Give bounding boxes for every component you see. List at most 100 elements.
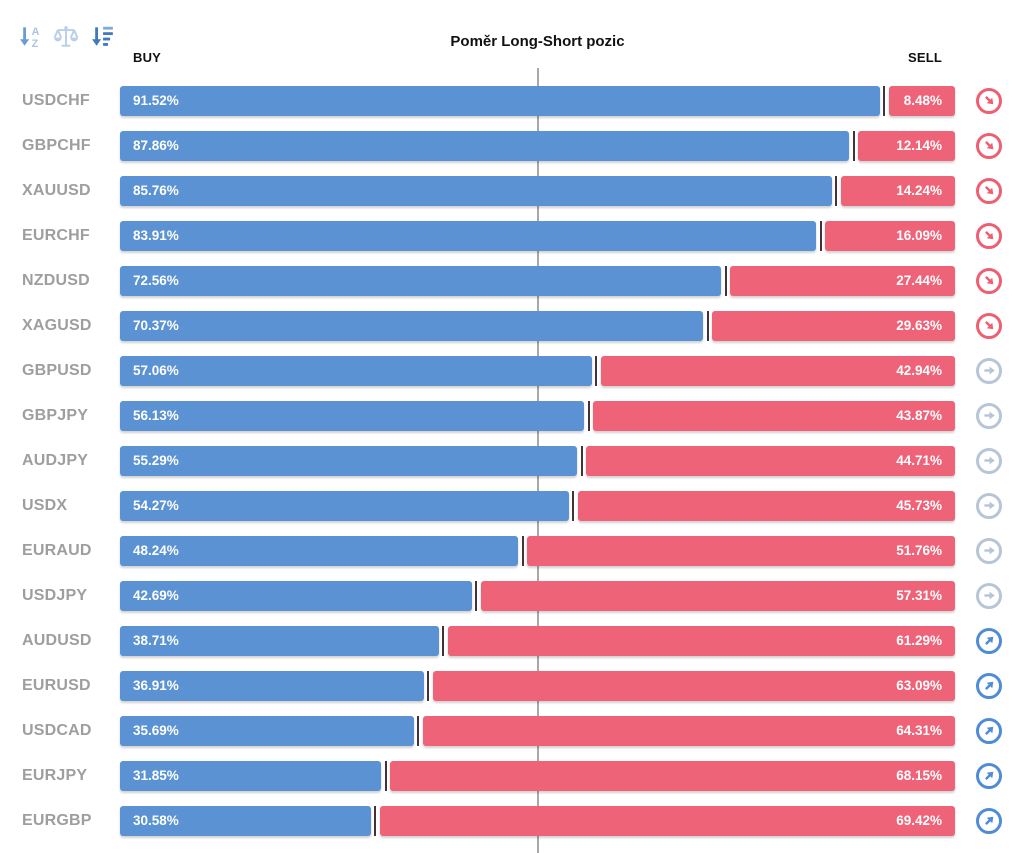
- bar-divider-line: [724, 265, 727, 296]
- sell-percent-value: 63.09%: [896, 678, 942, 693]
- sell-bar: 29.63%: [712, 310, 955, 341]
- buy-bar: 48.24%: [120, 535, 519, 566]
- buy-bar: 57.06%: [120, 355, 592, 386]
- buy-percent-value: 48.24%: [133, 543, 179, 558]
- sell-percent-value: 12.14%: [896, 138, 942, 153]
- pair-label: EURCHF: [22, 226, 90, 244]
- sell-percent-value: 51.76%: [896, 543, 942, 558]
- buy-percent-value: 42.69%: [133, 588, 179, 603]
- chart-body: USDCHF 91.52% 8.48% GBPCHF 8: [0, 68, 1023, 853]
- pair-label: EURUSD: [22, 676, 91, 694]
- trend-indicator-cell: [955, 177, 1023, 204]
- trend-indicator-cell: [955, 717, 1023, 744]
- buy-bar: 31.85%: [120, 760, 382, 791]
- pair-label: USDCHF: [22, 91, 90, 109]
- trend-indicator-cell: [955, 87, 1023, 114]
- pair-label: EURGBP: [22, 811, 92, 829]
- buy-percent-value: 56.13%: [133, 408, 179, 423]
- sell-percent-value: 69.42%: [896, 813, 942, 828]
- trend-indicator-cell: [955, 357, 1023, 384]
- buy-bar: 35.69%: [120, 715, 414, 746]
- bar-divider: [584, 400, 593, 431]
- sell-bar: 12.14%: [858, 130, 955, 161]
- ratio-bar-track: 56.13% 43.87%: [120, 400, 955, 431]
- ratio-bar-track: 31.85% 68.15%: [120, 760, 955, 791]
- ratio-bar-track: 30.58% 69.42%: [120, 805, 955, 836]
- ratio-bar-track: 70.37% 29.63%: [120, 310, 955, 341]
- bar-divider: [816, 220, 825, 251]
- buy-percent-value: 70.37%: [133, 318, 179, 333]
- bar-divider: [414, 715, 423, 746]
- trend-arrow-icon: [976, 267, 1002, 294]
- sell-bar: 8.48%: [888, 85, 955, 116]
- sell-bar: 68.15%: [390, 760, 955, 791]
- buy-percent-value: 36.91%: [133, 678, 179, 693]
- buy-bar: 83.91%: [120, 220, 817, 251]
- sell-bar: 45.73%: [577, 490, 955, 521]
- bar-divider: [518, 535, 527, 566]
- bar-divider: [721, 265, 730, 296]
- balance-scale-button[interactable]: [52, 22, 79, 49]
- sell-bar: 42.94%: [600, 355, 955, 386]
- trend-arrow-icon: [976, 807, 1002, 834]
- bar-divider-line: [374, 805, 377, 836]
- bar-divider-line: [819, 220, 822, 251]
- sell-percent-value: 43.87%: [896, 408, 942, 423]
- trend-indicator-cell: [955, 492, 1023, 519]
- sell-percent-value: 42.94%: [896, 363, 942, 378]
- trend-arrow-icon: [976, 312, 1002, 339]
- bar-divider: [592, 355, 601, 386]
- buy-bar: 56.13%: [120, 400, 585, 431]
- sort-alphabetical-button[interactable]: A Z: [16, 22, 43, 49]
- bar-divider: [832, 175, 841, 206]
- bar-divider-line: [580, 445, 583, 476]
- trend-indicator-cell: [955, 627, 1023, 654]
- trend-indicator-cell: [955, 222, 1023, 249]
- bar-divider-line: [852, 130, 855, 161]
- buy-percent-value: 38.71%: [133, 633, 179, 648]
- sell-bar: 51.76%: [527, 535, 955, 566]
- svg-text:Z: Z: [31, 37, 38, 48]
- trend-arrow-icon: [976, 177, 1002, 204]
- buy-bar: 42.69%: [120, 580, 472, 611]
- bar-divider: [880, 85, 889, 116]
- balance-scale-icon: [53, 25, 78, 47]
- buy-percent-value: 85.76%: [133, 183, 179, 198]
- sell-percent-value: 8.48%: [903, 93, 942, 108]
- pair-label: XAUUSD: [22, 181, 91, 199]
- sell-bar: 57.31%: [480, 580, 955, 611]
- sort-amount-icon: [91, 26, 113, 46]
- bar-divider-line: [706, 310, 709, 341]
- ratio-bar-track: 54.27% 45.73%: [120, 490, 955, 521]
- bar-divider: [472, 580, 481, 611]
- sell-percent-value: 27.44%: [896, 273, 942, 288]
- sell-percent-value: 45.73%: [896, 498, 942, 513]
- trend-arrow-icon: [976, 537, 1002, 564]
- chart-title: Poměr Long-Short pozic: [450, 33, 625, 50]
- ratio-bar-track: 91.52% 8.48%: [120, 85, 955, 116]
- bar-divider-line: [427, 670, 430, 701]
- sell-percent-value: 16.09%: [896, 228, 942, 243]
- buy-percent-value: 35.69%: [133, 723, 179, 738]
- bar-divider-line: [521, 535, 524, 566]
- bar-divider-line: [587, 400, 590, 431]
- pair-label: GBPUSD: [22, 361, 92, 379]
- bar-divider-line: [883, 85, 886, 116]
- pair-row: AUDJPY 55.29% 44.71%: [0, 438, 1023, 483]
- trend-arrow-icon: [976, 402, 1002, 429]
- sell-percent-value: 44.71%: [896, 453, 942, 468]
- sell-bar: 61.29%: [447, 625, 955, 656]
- pair-row: EURGBP 30.58% 69.42%: [0, 798, 1023, 843]
- sort-amount-button[interactable]: [88, 22, 115, 49]
- buy-percent-value: 87.86%: [133, 138, 179, 153]
- trend-arrow-icon: [976, 447, 1002, 474]
- pair-label: AUDUSD: [22, 631, 92, 649]
- ratio-bar-track: 87.86% 12.14%: [120, 130, 955, 161]
- ratio-bar-track: 55.29% 44.71%: [120, 445, 955, 476]
- rows-container: USDCHF 91.52% 8.48% GBPCHF 8: [0, 78, 1023, 843]
- ratio-bar-track: 42.69% 57.31%: [120, 580, 955, 611]
- trend-indicator-cell: [955, 447, 1023, 474]
- pair-row: USDCHF 91.52% 8.48%: [0, 78, 1023, 123]
- buy-percent-value: 55.29%: [133, 453, 179, 468]
- bar-divider-line: [595, 355, 598, 386]
